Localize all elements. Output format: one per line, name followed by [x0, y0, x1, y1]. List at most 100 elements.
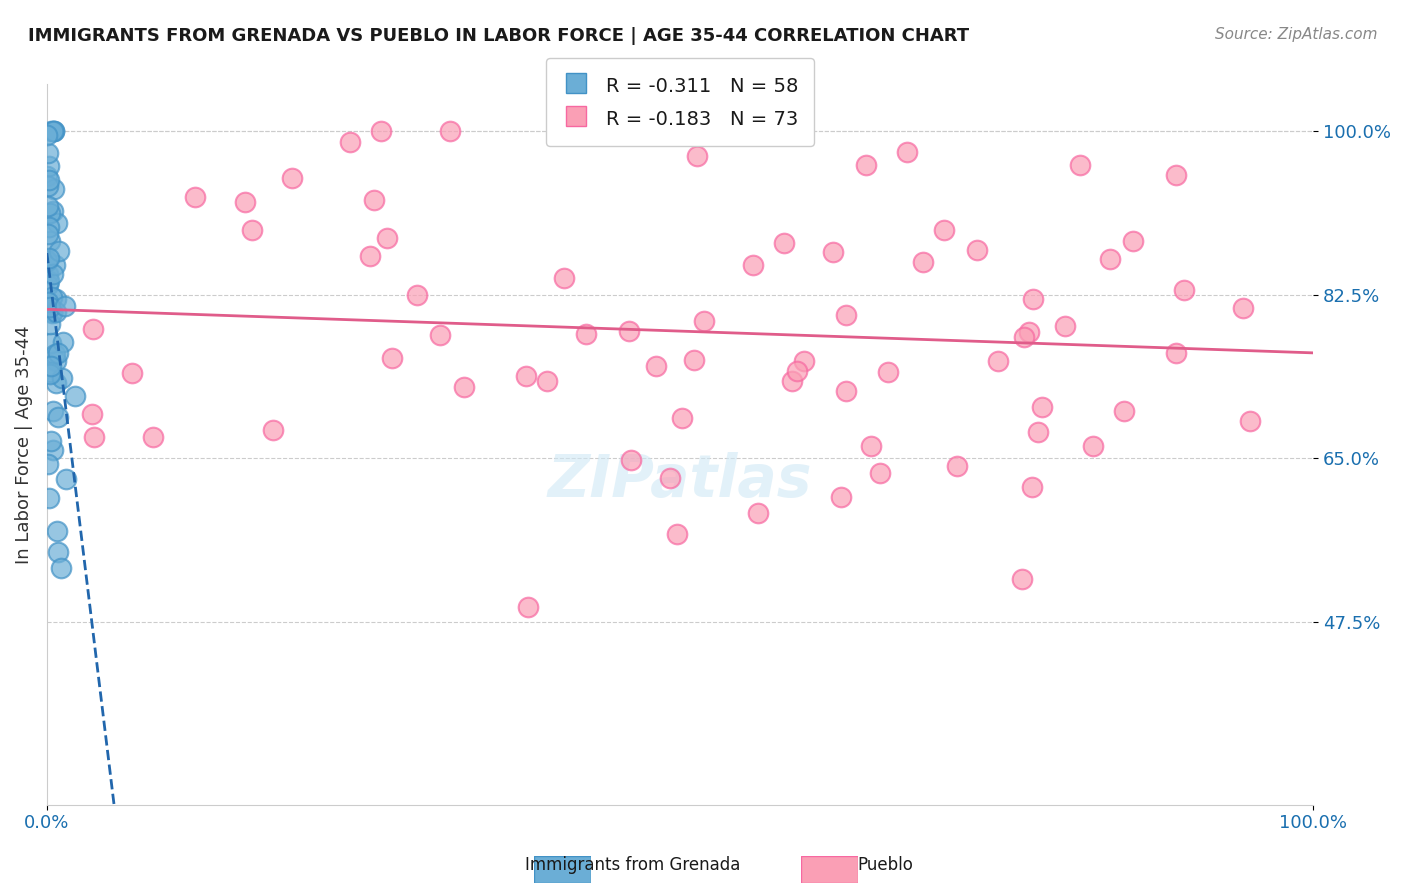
Text: ZIPatlas: ZIPatlas	[548, 452, 813, 509]
Legend: R = -0.311   N = 58, R = -0.183   N = 73: R = -0.311 N = 58, R = -0.183 N = 73	[546, 58, 814, 146]
Pueblo	[1098, 252, 1121, 267]
Immigrants from Grenada	[37, 179, 59, 194]
Immigrants from Grenada	[37, 277, 59, 292]
Pueblo	[240, 223, 263, 237]
Pueblo	[359, 249, 381, 263]
Immigrants from Grenada	[63, 389, 86, 403]
Text: IMMIGRANTS FROM GRENADA VS PUEBLO IN LABOR FORCE | AGE 35-44 CORRELATION CHART: IMMIGRANTS FROM GRENADA VS PUEBLO IN LAB…	[28, 27, 969, 45]
Pueblo	[855, 158, 877, 172]
Immigrants from Grenada	[46, 216, 69, 230]
Pueblo	[617, 324, 640, 338]
Pueblo	[82, 407, 104, 421]
Pueblo	[911, 254, 934, 268]
Immigrants from Grenada	[45, 305, 67, 319]
Pueblo	[869, 466, 891, 480]
Pueblo	[1028, 425, 1050, 439]
Pueblo	[1164, 346, 1187, 360]
Immigrants from Grenada	[42, 404, 65, 418]
Pueblo	[1232, 301, 1254, 315]
Immigrants from Grenada	[45, 376, 67, 390]
Pueblo	[877, 365, 900, 379]
Immigrants from Grenada	[38, 491, 60, 505]
Pueblo	[375, 231, 398, 245]
Pueblo	[370, 124, 392, 138]
Pueblo	[987, 353, 1010, 368]
Pueblo	[821, 244, 844, 259]
Pueblo	[686, 149, 709, 163]
Pueblo	[1069, 158, 1091, 172]
Text: Immigrants from Grenada: Immigrants from Grenada	[524, 856, 741, 874]
Pueblo	[82, 322, 104, 336]
Pueblo	[142, 430, 165, 444]
Pueblo	[183, 190, 205, 204]
Pueblo	[233, 194, 256, 209]
Immigrants from Grenada	[46, 346, 69, 360]
Pueblo	[966, 243, 988, 257]
Pueblo	[747, 507, 769, 521]
Immigrants from Grenada	[45, 354, 67, 368]
Immigrants from Grenada	[37, 227, 59, 241]
Immigrants from Grenada	[44, 258, 66, 272]
Pueblo	[682, 353, 704, 368]
Pueblo	[1053, 319, 1076, 334]
Text: Pueblo: Pueblo	[858, 856, 914, 874]
Immigrants from Grenada	[42, 124, 65, 138]
Immigrants from Grenada	[37, 159, 59, 173]
Pueblo	[692, 314, 714, 328]
Pueblo	[439, 124, 461, 138]
Pueblo	[575, 326, 598, 341]
Pueblo	[780, 375, 803, 389]
Immigrants from Grenada	[46, 545, 69, 559]
Pueblo	[281, 171, 304, 186]
Text: Source: ZipAtlas.com: Source: ZipAtlas.com	[1215, 27, 1378, 42]
Immigrants from Grenada	[38, 234, 60, 248]
Pueblo	[786, 364, 808, 378]
Pueblo	[835, 309, 858, 323]
Immigrants from Grenada	[46, 524, 69, 539]
Immigrants from Grenada	[42, 442, 65, 457]
Immigrants from Grenada	[38, 274, 60, 288]
Immigrants from Grenada	[44, 181, 66, 195]
Pueblo	[1031, 400, 1053, 414]
Immigrants from Grenada	[44, 347, 66, 361]
Pueblo	[1011, 572, 1033, 586]
Immigrants from Grenada	[37, 294, 59, 309]
Immigrants from Grenada	[41, 290, 63, 304]
Pueblo	[553, 270, 575, 285]
Immigrants from Grenada	[51, 371, 73, 385]
Pueblo	[830, 490, 852, 504]
Immigrants from Grenada	[52, 335, 75, 350]
Immigrants from Grenada	[39, 124, 62, 138]
Immigrants from Grenada	[42, 124, 65, 138]
Pueblo	[1018, 325, 1040, 339]
Immigrants from Grenada	[48, 244, 70, 258]
Immigrants from Grenada	[41, 306, 63, 320]
Pueblo	[1012, 330, 1035, 344]
Pueblo	[1122, 234, 1144, 248]
Pueblo	[363, 193, 385, 207]
Pueblo	[516, 599, 538, 614]
Pueblo	[659, 471, 682, 485]
Immigrants from Grenada	[38, 173, 60, 187]
Immigrants from Grenada	[37, 199, 59, 213]
Pueblo	[381, 351, 404, 366]
Immigrants from Grenada	[39, 368, 62, 382]
Immigrants from Grenada	[45, 292, 67, 306]
Pueblo	[515, 369, 537, 384]
Immigrants from Grenada	[38, 317, 60, 331]
Immigrants from Grenada	[37, 253, 59, 268]
Immigrants from Grenada	[35, 169, 58, 184]
Immigrants from Grenada	[39, 206, 62, 220]
Immigrants from Grenada	[55, 473, 77, 487]
Pueblo	[620, 452, 643, 467]
Immigrants from Grenada	[35, 252, 58, 267]
Immigrants from Grenada	[39, 359, 62, 373]
Pueblo	[262, 423, 284, 437]
Immigrants from Grenada	[37, 146, 59, 161]
Pueblo	[1021, 480, 1043, 494]
Pueblo	[1173, 284, 1195, 298]
Immigrants from Grenada	[38, 251, 60, 265]
Immigrants from Grenada	[37, 457, 59, 471]
Pueblo	[932, 223, 955, 237]
Pueblo	[121, 366, 143, 380]
